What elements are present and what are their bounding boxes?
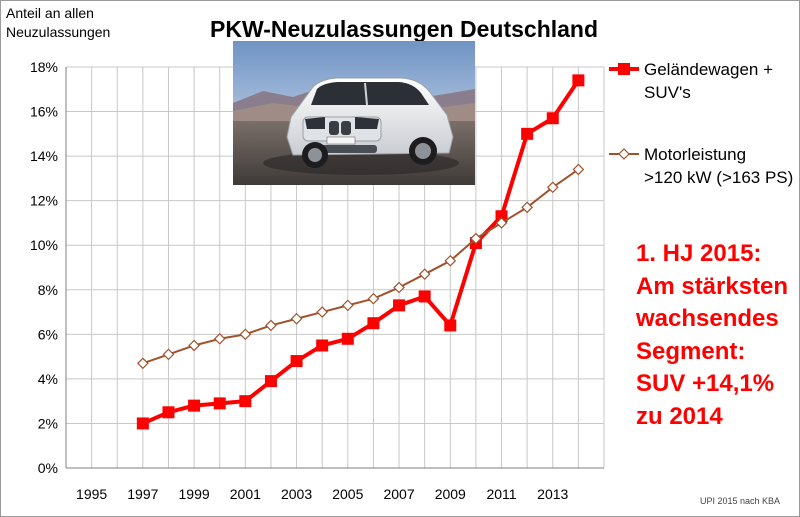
y-axis-label: Anteil an allen Neuzulassungen	[6, 5, 111, 40]
suv-photo	[233, 41, 475, 185]
data-point-square	[136, 417, 149, 430]
chart-title: PKW-Neuzulassungen Deutschland	[210, 16, 599, 42]
data-point-diamond	[546, 181, 559, 194]
data-point-diamond	[572, 163, 585, 176]
data-point-diamond	[470, 232, 482, 245]
data-point-diamond	[418, 268, 431, 281]
annotation-text: 1. HJ 2015: Am stärksten wachsendes Segm…	[636, 240, 789, 430]
y-tick-label: 12%	[30, 193, 58, 209]
data-point-square	[546, 112, 559, 125]
data-point-diamond	[316, 306, 329, 318]
x-tick-label: 2005	[332, 486, 363, 502]
x-tick-label: 1995	[76, 486, 107, 502]
data-point-diamond	[393, 281, 405, 294]
data-point-diamond	[213, 332, 226, 345]
data-point-square	[521, 127, 534, 140]
data-point-square	[264, 375, 277, 388]
data-point-diamond	[444, 254, 457, 267]
data-point-diamond	[521, 201, 533, 214]
legend-swatch-power	[609, 148, 639, 160]
x-tick-labels: 1995 1997 1999 2001 2003 2005 2007 2009 2011 2013	[76, 486, 569, 502]
x-tick-label: 2001	[230, 486, 261, 502]
legend-label-suv: Geländewagen + SUV's	[644, 60, 774, 102]
source-note: UPI 2015 nach KBA	[700, 496, 781, 506]
data-point-square	[418, 290, 431, 303]
x-tick-label: 2009	[435, 486, 466, 502]
legend-swatch-suv	[609, 63, 639, 75]
data-point-diamond	[495, 217, 508, 229]
y-tick-label: 0%	[38, 460, 58, 476]
legend-label-power: Motorleistung >120 kW (>163 PS)	[644, 145, 794, 187]
data-point-square	[213, 397, 226, 410]
y-tick-label: 8%	[38, 282, 58, 298]
data-point-square	[444, 319, 457, 332]
legend-item-suv: Geländewagen + SUV's	[608, 58, 773, 104]
data-point-square	[188, 399, 201, 412]
x-tick-label: 1999	[179, 486, 210, 502]
y-tick-label: 2%	[38, 415, 58, 431]
x-tick-label: 1997	[127, 486, 158, 502]
legend-item-power: Motorleistung >120 kW (>163 PS)	[608, 143, 793, 189]
x-tick-label: 2011	[486, 486, 516, 502]
data-point-square	[316, 339, 329, 352]
data-point-square	[341, 332, 354, 345]
data-point-diamond	[290, 312, 303, 325]
data-point-diamond	[265, 319, 277, 332]
y-tick-label: 16%	[30, 104, 58, 120]
y-tick-label: 14%	[30, 148, 58, 164]
axes	[65, 67, 604, 469]
x-tick-label: 2013	[537, 486, 568, 502]
data-point-diamond	[341, 299, 354, 312]
data-point-diamond	[239, 328, 252, 341]
y-tick-labels: 0% 2% 4% 6% 8% 10% 12% 14% 16% 18%	[30, 59, 58, 476]
data-point-square	[393, 299, 406, 312]
data-point-square	[367, 317, 380, 330]
data-point-diamond	[188, 339, 200, 352]
data-point-square	[239, 395, 252, 408]
data-point-square	[290, 355, 303, 368]
data-point-square	[495, 210, 508, 223]
data-point-diamond	[137, 357, 149, 370]
data-point-diamond	[162, 348, 175, 361]
x-tick-label: 2003	[281, 486, 312, 502]
y-tick-label: 18%	[30, 59, 58, 75]
x-tick-label: 2007	[383, 486, 414, 502]
data-point-diamond	[367, 292, 380, 305]
y-tick-label: 4%	[38, 371, 58, 387]
y-tick-label: 10%	[30, 237, 58, 253]
series-group	[136, 74, 585, 430]
y-tick-label: 6%	[38, 326, 58, 342]
data-point-square	[162, 406, 175, 419]
data-point-square	[572, 74, 585, 87]
